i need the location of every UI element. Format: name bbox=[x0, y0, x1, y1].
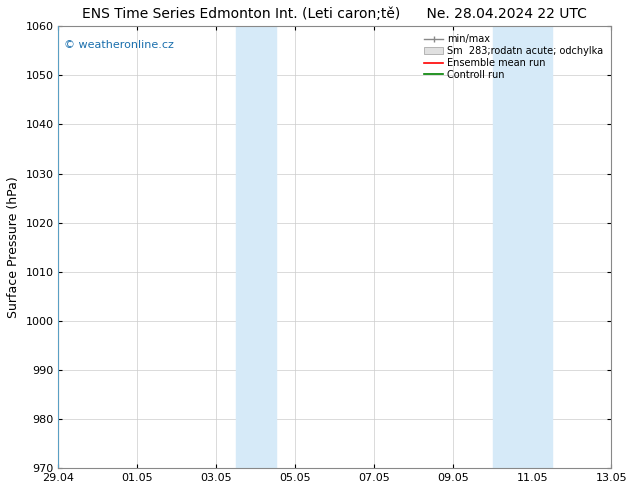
Bar bbox=[236, 26, 276, 468]
Bar bbox=[493, 26, 552, 468]
Legend: min/max, Sm  283;rodatn acute; odchylka, Ensemble mean run, Controll run: min/max, Sm 283;rodatn acute; odchylka, … bbox=[421, 31, 606, 83]
Y-axis label: Surface Pressure (hPa): Surface Pressure (hPa) bbox=[7, 176, 20, 318]
Title: ENS Time Series Edmonton Int. (Leti caron;tě)      Ne. 28.04.2024 22 UTC: ENS Time Series Edmonton Int. (Leti caro… bbox=[82, 7, 587, 21]
Text: © weatheronline.cz: © weatheronline.cz bbox=[64, 40, 174, 49]
